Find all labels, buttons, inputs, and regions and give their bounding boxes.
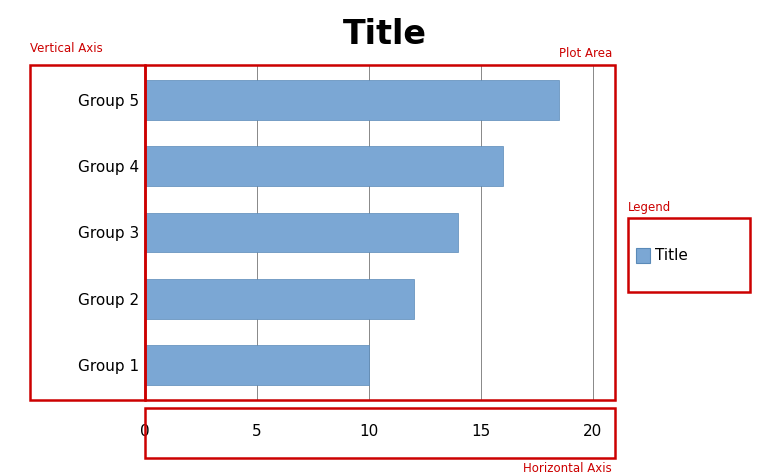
Bar [145,213,458,252]
Text: Legend: Legend [628,201,671,214]
Text: Title: Title [342,18,427,51]
Text: Vertical Axis: Vertical Axis [30,42,103,55]
Bar [145,146,503,186]
Text: 0: 0 [140,425,150,439]
Text: Horizontal Axis: Horizontal Axis [523,462,612,475]
Bar [145,279,414,319]
Bar [145,80,559,120]
Text: 5: 5 [252,425,261,439]
Text: 20: 20 [583,425,602,439]
Text: Title: Title [655,247,688,263]
Text: 15: 15 [471,425,491,439]
Text: Plot Area: Plot Area [559,47,612,60]
Text: 10: 10 [359,425,378,439]
Bar [145,345,369,385]
